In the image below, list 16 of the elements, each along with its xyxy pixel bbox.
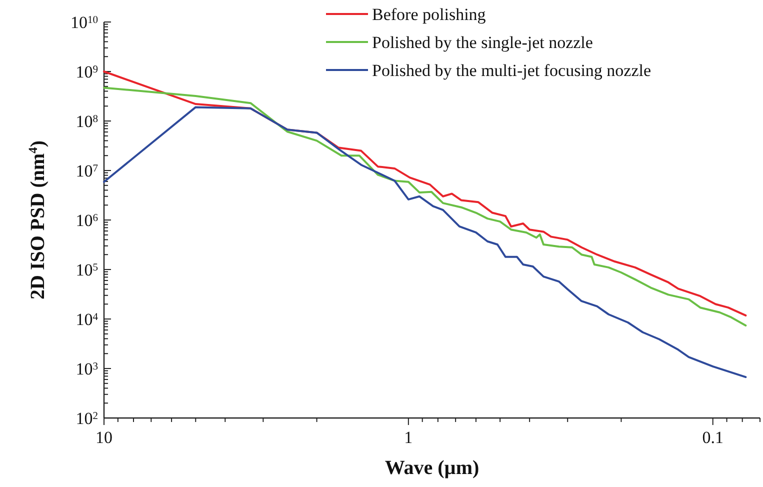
y-tick-label: 10$^{7}$ <box>76 162 98 180</box>
y-tick-label: 10$^{6}$ <box>76 211 98 230</box>
legend-label: Polished by the single-jet nozzle <box>372 33 593 52</box>
y-tick-label: 10$^{5}$ <box>76 260 98 280</box>
legend-label: Before polishing <box>372 5 486 24</box>
y-tick-label: 10$^{2}$ <box>76 409 98 428</box>
y-tick-label: 10$^{9}$ <box>76 62 98 82</box>
x-axis-title: Wave (µm) <box>384 457 480 479</box>
x-tick-label: 0.1 <box>702 428 724 447</box>
y-tick-label: 10$^{8}$ <box>76 112 98 131</box>
y-tick-label: 10$^{4}$ <box>76 310 99 329</box>
x-tick-label: 1 <box>404 428 413 447</box>
x-tick-label: 10 <box>96 428 112 447</box>
y-tick-label: 10$^{10}$ <box>70 13 98 32</box>
y-tick-label: 10$^{3}$ <box>76 360 98 378</box>
legend-label: Polished by the multi-jet focusing nozzle <box>372 61 652 80</box>
